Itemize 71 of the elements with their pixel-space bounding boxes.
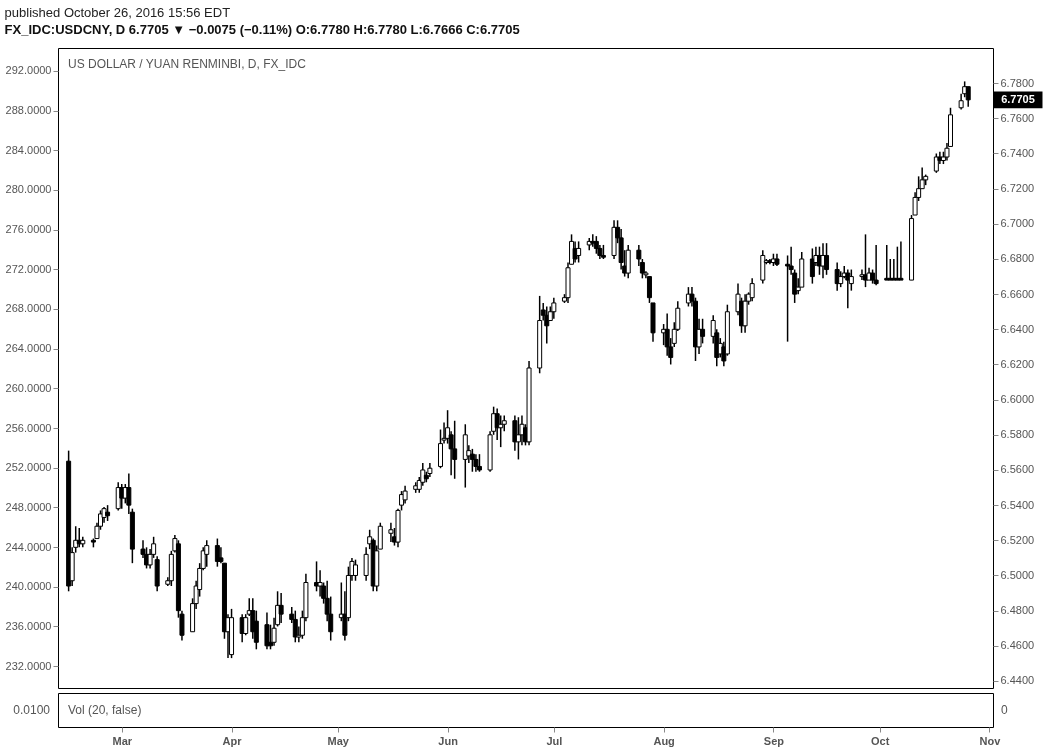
y-tick-label: 272.0000 [5, 262, 52, 275]
y2-tick-label: 6.7400 [1000, 146, 1035, 159]
y2-tick-label: 6.7600 [1000, 111, 1035, 124]
candlestick [572, 240, 578, 264]
y2-tick-label: 6.7800 [1000, 76, 1035, 89]
candlestick [515, 416, 521, 461]
y2-tick-label: 6.6000 [1000, 393, 1035, 406]
chart-subtitle: FX_IDC:USDCNY, D 6.7705 ▼ −0.0075 (−0.11%) O:6.7780 H:6.7780 L:6.7666 C:6.7705 [4, 21, 520, 37]
x-tick-label: Sep [763, 734, 785, 747]
candlestick [353, 558, 358, 582]
candlestick [214, 537, 220, 568]
candlestick [809, 247, 815, 285]
y2-tick-label: 6.4400 [1000, 674, 1035, 687]
y-tick-label: 280.0000 [5, 183, 52, 196]
candlestick [965, 85, 971, 108]
y-tick-label: 288.0000 [5, 104, 52, 117]
text: 0 [1001, 703, 1008, 717]
y-tick-label: 240.0000 [5, 580, 52, 593]
candlestick [452, 420, 458, 480]
y-tick-label: 244.0000 [5, 540, 52, 553]
x-tick-label: May [327, 734, 350, 747]
y2-tick-label: 6.7200 [1000, 182, 1035, 195]
y2-tick-label: 6.6200 [1000, 357, 1035, 370]
y-tick-label: 268.0000 [5, 302, 52, 315]
y-tick-label: 256.0000 [5, 421, 52, 434]
candlestick [884, 244, 890, 281]
text: Vol (20, false) [68, 703, 142, 717]
y2-tick-label: 6.6600 [1000, 287, 1035, 300]
y-tick-label: 248.0000 [5, 500, 52, 513]
y-tick-label: 292.0000 [5, 64, 52, 77]
y-tick-label: 260.0000 [5, 381, 52, 394]
y2-tick-label: 6.4600 [1000, 639, 1035, 652]
y2-tick-label: 6.5800 [1000, 428, 1035, 441]
y2-tick-label: 6.4800 [1000, 604, 1035, 617]
y2-tick-label: 6.5000 [1000, 568, 1035, 581]
candlestick [700, 318, 706, 345]
y2-tick-label: 6.6800 [1000, 252, 1035, 265]
candlestick [204, 539, 210, 568]
y-tick-label: 232.0000 [5, 659, 52, 672]
annotation: US DOLLAR / YUAN RENMINBI, D, FX_IDC [68, 57, 307, 71]
candlestick [363, 546, 369, 582]
text: 6.7705 [1001, 92, 1035, 105]
y-tick-label: 276.0000 [5, 223, 52, 236]
candlestick [898, 240, 904, 281]
candlestick [749, 277, 755, 302]
candlestick [845, 268, 851, 309]
y2-tick-label: 6.5400 [1000, 498, 1035, 511]
x-tick-label: Mar [112, 734, 133, 747]
candlestick [576, 240, 582, 264]
y-tick-label: 252.0000 [5, 461, 52, 474]
x-tick-label: Apr [222, 734, 243, 747]
x-tick-label: Oct [870, 734, 890, 747]
y2-tick-label: 6.7000 [1000, 217, 1035, 230]
y-tick-label: 284.0000 [5, 143, 52, 156]
x-tick-label: Jun [438, 734, 459, 747]
y-tick-label: 264.0000 [5, 342, 52, 355]
candlestick [292, 609, 298, 644]
x-tick-label: Jul [546, 734, 563, 747]
y2-tick-label: 6.5200 [1000, 533, 1035, 546]
y2-tick-label: 6.5600 [1000, 463, 1035, 476]
candlestick [278, 592, 284, 624]
x-tick-label: Nov [979, 734, 1002, 747]
candlestick [590, 233, 596, 248]
text: 0.0100 [13, 703, 51, 717]
x-tick-label: Aug [653, 734, 675, 747]
candlestick [824, 242, 830, 276]
y-tick-label: 236.0000 [5, 619, 52, 632]
y2-tick-label: 6.6400 [1000, 322, 1035, 335]
candlestick [891, 258, 897, 281]
candlestick [243, 613, 249, 636]
chart-title: published October 26, 2016 15:56 EDT [4, 4, 231, 20]
